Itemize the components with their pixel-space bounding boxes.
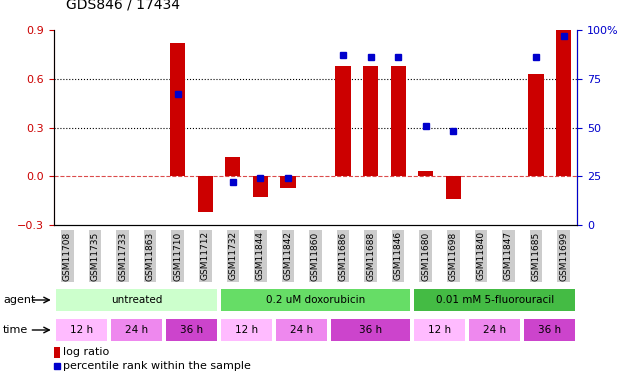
- Bar: [331, 319, 410, 341]
- Text: 36 h: 36 h: [538, 325, 562, 335]
- Text: 24 h: 24 h: [125, 325, 148, 335]
- Text: GSM11732: GSM11732: [228, 231, 237, 280]
- Text: GSM11846: GSM11846: [394, 231, 403, 280]
- Text: GSM11844: GSM11844: [256, 231, 265, 280]
- Bar: [166, 319, 217, 341]
- Text: time: time: [3, 325, 28, 335]
- Text: GSM11847: GSM11847: [504, 231, 513, 280]
- Text: agent: agent: [3, 295, 35, 305]
- Text: GSM11842: GSM11842: [283, 231, 292, 280]
- Bar: [280, 176, 295, 188]
- Text: 24 h: 24 h: [483, 325, 506, 335]
- Bar: [221, 289, 410, 311]
- Text: percentile rank within the sample: percentile rank within the sample: [63, 361, 251, 371]
- Text: GSM11686: GSM11686: [339, 231, 348, 280]
- Text: 12 h: 12 h: [69, 325, 93, 335]
- Bar: [556, 27, 571, 176]
- Bar: [253, 176, 268, 197]
- Text: GSM11860: GSM11860: [311, 231, 320, 280]
- Text: 24 h: 24 h: [290, 325, 313, 335]
- Text: GSM11699: GSM11699: [559, 231, 568, 280]
- Text: 12 h: 12 h: [235, 325, 258, 335]
- Text: GSM11710: GSM11710: [173, 231, 182, 280]
- Bar: [391, 66, 406, 176]
- Text: 0.2 uM doxorubicin: 0.2 uM doxorubicin: [266, 295, 365, 305]
- Bar: [56, 319, 107, 341]
- Text: 36 h: 36 h: [180, 325, 203, 335]
- Bar: [414, 289, 575, 311]
- Bar: [469, 319, 520, 341]
- Text: 36 h: 36 h: [359, 325, 382, 335]
- Text: GSM11863: GSM11863: [146, 231, 155, 280]
- Bar: [111, 319, 162, 341]
- Bar: [524, 319, 575, 341]
- Text: 0.01 mM 5-fluorouracil: 0.01 mM 5-fluorouracil: [435, 295, 554, 305]
- Bar: [528, 74, 543, 176]
- Text: GSM11735: GSM11735: [90, 231, 100, 280]
- Text: GSM11840: GSM11840: [476, 231, 485, 280]
- Text: GSM11680: GSM11680: [422, 231, 430, 280]
- Bar: [221, 319, 272, 341]
- Text: GSM11685: GSM11685: [531, 231, 541, 280]
- Bar: [336, 66, 351, 176]
- Text: 12 h: 12 h: [428, 325, 451, 335]
- Text: untreated: untreated: [110, 295, 162, 305]
- Bar: [54, 347, 60, 358]
- Bar: [225, 157, 240, 176]
- Text: GDS846 / 17434: GDS846 / 17434: [66, 0, 180, 11]
- Bar: [445, 176, 461, 199]
- Text: log ratio: log ratio: [63, 347, 109, 357]
- Bar: [414, 319, 465, 341]
- Bar: [198, 176, 213, 212]
- Text: GSM11698: GSM11698: [449, 231, 458, 280]
- Bar: [56, 289, 217, 311]
- Text: GSM11688: GSM11688: [366, 231, 375, 280]
- Text: GSM11733: GSM11733: [118, 231, 127, 280]
- Bar: [418, 171, 433, 176]
- Bar: [363, 66, 378, 176]
- Text: GSM11712: GSM11712: [201, 231, 209, 280]
- Bar: [276, 319, 327, 341]
- Bar: [170, 43, 186, 176]
- Text: GSM11708: GSM11708: [63, 231, 72, 280]
